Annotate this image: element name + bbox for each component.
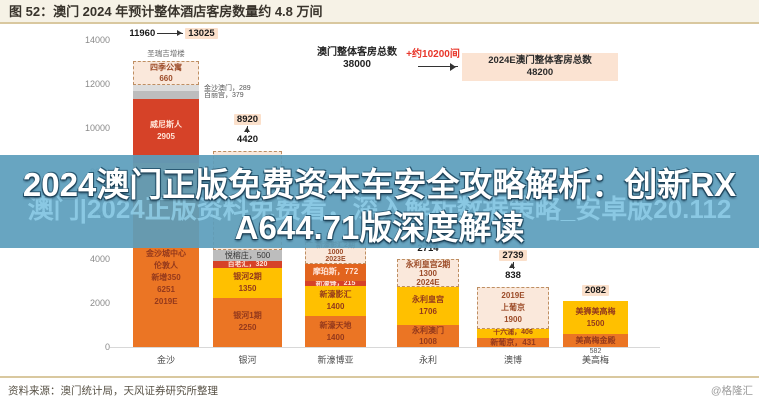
bar-total-label: 8920 xyxy=(233,114,262,126)
bar-total-labels: 2082 xyxy=(553,285,638,297)
bar-total-labels: 2739 838 xyxy=(467,249,559,281)
segment-callout-label: 百丽宫，379 xyxy=(204,92,244,100)
y-tick-label: 0 xyxy=(104,342,110,352)
bar-total-label: 11960 xyxy=(129,28,156,40)
segment-callout-label: 金沙澳门，289 xyxy=(204,84,251,92)
category-label: 金沙 xyxy=(156,355,175,365)
category-label: 澳博 xyxy=(503,355,522,365)
site-watermark: @格隆汇 xyxy=(710,385,753,397)
bar-total-labels: 8920 4420 xyxy=(203,114,292,145)
current-total-label: 澳门整体客房总数 xyxy=(317,47,397,58)
bar-above-note: 圣瑞吉增楼 xyxy=(147,49,185,59)
bar-segment: 新濠影汇 1400 xyxy=(305,285,366,317)
category-label: 新濠博亚 xyxy=(317,355,354,365)
footer-divider xyxy=(0,376,759,378)
bar-total-label: 2082 xyxy=(581,285,610,297)
current-total-value: 38000 xyxy=(343,59,371,70)
category-label: 美高梅 xyxy=(581,355,609,365)
bar-segment xyxy=(133,84,199,92)
banner-headline-line1: 2024澳门正版免费资本车安全攻略解析：创新RX xyxy=(22,166,737,203)
current-total-annotation: 澳门整体客房总数 38000 xyxy=(298,47,416,71)
bar-segment: 银河2期 1350 xyxy=(213,268,282,298)
source-note: 资料来源：澳门统计局，天风证券研究所整理 xyxy=(8,385,218,397)
category-label: 永利 xyxy=(418,355,437,365)
future-total-annotation: 2024E澳门整体客房总数 48200 xyxy=(462,53,618,81)
bar-segment: 新濠锋，215 xyxy=(305,280,366,287)
increase-amount-label: +约10200间 xyxy=(406,49,460,60)
y-tick-label: 10000 xyxy=(84,122,110,133)
bar-total-label: 2714 xyxy=(417,242,439,254)
bar-segment: 新葡京，431 xyxy=(477,337,549,347)
arrow-icon xyxy=(243,126,250,134)
figure-title: 图 52：澳门 2024 年预计整体酒店客房数量约 4.8 万间 xyxy=(0,0,759,24)
bar-segment: 四季公寓 660 xyxy=(133,61,199,85)
y-tick-label: 4000 xyxy=(89,254,110,265)
bar-segment: 银河1期 2250 xyxy=(213,297,282,347)
bar-below-note: 582 xyxy=(589,348,602,355)
bar-segment: 摩珀斯，772 xyxy=(305,263,366,281)
arrow-icon xyxy=(157,30,184,37)
bar-total-label: 4420 xyxy=(236,134,259,146)
bar-segment: 2019E 上葡京 1900 xyxy=(477,286,549,329)
banner-background-watermark: 澳门|2024正版资料免费看，深入解析数据策略_安卓版20.112 xyxy=(27,194,732,224)
bar-total-label: 2739 xyxy=(499,249,527,261)
bar-segment: 美狮美高梅 1500 xyxy=(563,301,628,335)
bar-segment xyxy=(133,91,199,100)
arrow-icon xyxy=(509,261,516,269)
future-total-label: 2024E澳门整体客房总数 xyxy=(488,55,592,66)
bar-segment: 美高梅金殿 xyxy=(563,334,628,347)
bar-segment: 悦榕庄，500 xyxy=(213,250,282,262)
bar-segment: 十六浦，406 xyxy=(477,328,549,338)
category-label: 银河 xyxy=(238,355,257,365)
y-tick-label: 12000 xyxy=(84,78,110,89)
bar-total-label: 13025 xyxy=(185,28,218,40)
bar-segment: 永利皇宫2期 1300 2024E xyxy=(397,258,459,288)
bar-segment: 百老汇，320 xyxy=(213,261,282,269)
bar-total-labels: 11960 13025 xyxy=(111,28,236,40)
increase-arrow-icon xyxy=(418,62,458,71)
future-total-value: 48200 xyxy=(526,67,554,78)
bar-segment: 新濠天地 1400 xyxy=(305,316,366,347)
bar-segment: 永利皇宫 1706 xyxy=(397,287,459,325)
banner-headline-line2: A644.71版深度解读 xyxy=(234,209,525,246)
bar-segment: 永利澳门 1008 xyxy=(397,324,459,347)
bar-segment: 威尼斯人 2905 xyxy=(133,99,199,164)
y-tick-label: 2000 xyxy=(89,298,110,309)
y-tick-label: 14000 xyxy=(84,35,110,45)
x-axis-line xyxy=(110,347,660,348)
promo-banner-overlay: 澳门|2024正版资料免费看，深入解析数据策略_安卓版20.112 2024澳门… xyxy=(0,155,759,248)
bar-total-label: 838 xyxy=(505,269,521,281)
